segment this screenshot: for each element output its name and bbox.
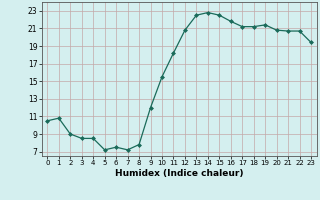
X-axis label: Humidex (Indice chaleur): Humidex (Indice chaleur)	[115, 169, 244, 178]
